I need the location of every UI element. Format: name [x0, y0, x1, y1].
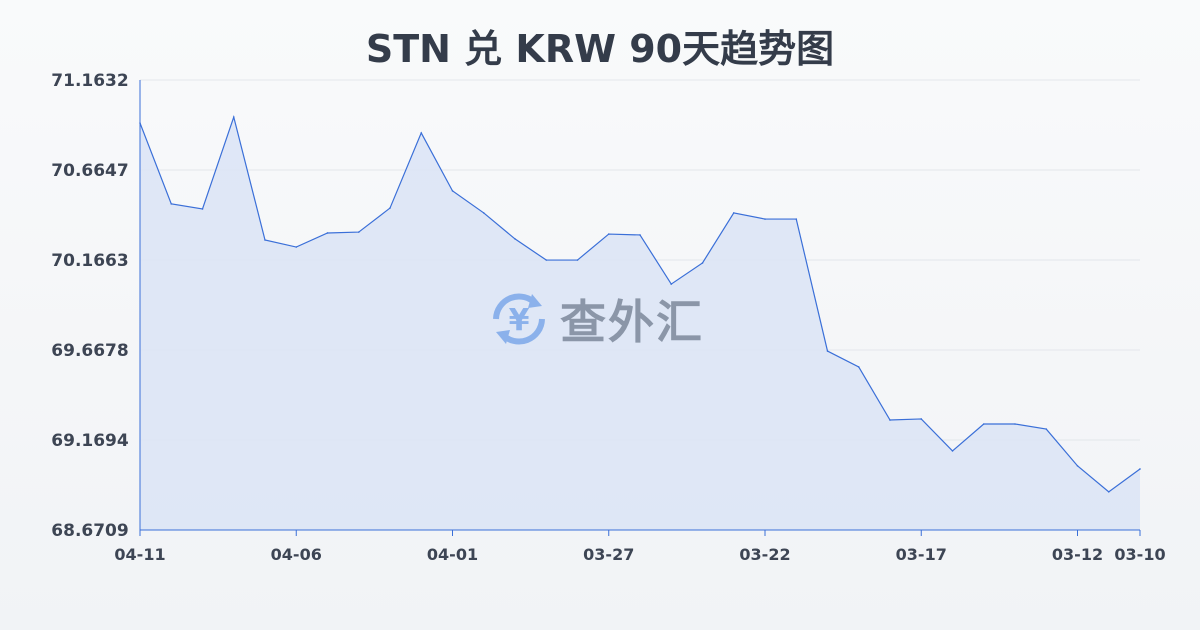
data-point: [826, 350, 829, 352]
data-point: [1139, 468, 1141, 470]
y-tick-label: 69.6678: [51, 341, 128, 361]
data-point: [764, 218, 766, 220]
y-tick-label: 71.1632: [51, 71, 128, 91]
data-point: [1107, 491, 1110, 493]
data-point: [1045, 428, 1048, 430]
y-tick-label: 70.6647: [51, 161, 128, 181]
data-point: [357, 231, 360, 233]
watermark-text: 查外汇: [560, 295, 704, 349]
x-tick-label: 03-27: [583, 545, 634, 564]
data-point: [389, 207, 391, 209]
data-point: [670, 283, 673, 285]
x-tick-label: 03-12: [1052, 545, 1103, 564]
data-point: [420, 132, 423, 134]
data-point: [576, 259, 579, 261]
data-point: [170, 203, 173, 205]
data-point: [451, 190, 454, 192]
x-tick-label: 04-11: [114, 545, 165, 564]
y-tick-label: 69.1694: [51, 431, 129, 451]
area-fill: [140, 117, 1140, 531]
data-point: [264, 239, 266, 241]
data-point: [1014, 423, 1016, 425]
yen-exchange-icon: ¥: [493, 293, 545, 345]
data-point: [607, 233, 610, 235]
chart-title: STN 兑 KRW 90天趋势图: [365, 27, 835, 71]
data-point: [482, 212, 485, 214]
data-point: [982, 423, 985, 425]
data-point: [951, 450, 954, 452]
x-tick-label: 03-22: [739, 545, 790, 564]
y-tick-label: 70.1663: [51, 251, 128, 271]
data-point: [295, 246, 298, 248]
y-tick-label: 68.6709: [51, 521, 128, 541]
data-point: [701, 262, 704, 264]
x-tick-label: 03-17: [896, 545, 947, 564]
x-tick-label: 03-10: [1114, 545, 1165, 564]
data-point: [857, 366, 860, 368]
data-point: [326, 232, 329, 234]
x-tick-label: 04-06: [271, 545, 322, 564]
svg-text:¥: ¥: [509, 303, 530, 338]
data-point: [514, 238, 516, 240]
data-point: [889, 419, 891, 421]
data-point: [795, 218, 798, 220]
watermark: ¥ 查外汇: [488, 286, 704, 352]
data-point: [639, 234, 641, 236]
data-point: [920, 418, 923, 420]
x-tick-label: 04-01: [427, 545, 478, 564]
data-point: [732, 212, 735, 214]
data-point: [232, 116, 235, 118]
data-point: [545, 259, 548, 261]
data-point: [201, 208, 204, 210]
data-point: [1076, 465, 1079, 467]
